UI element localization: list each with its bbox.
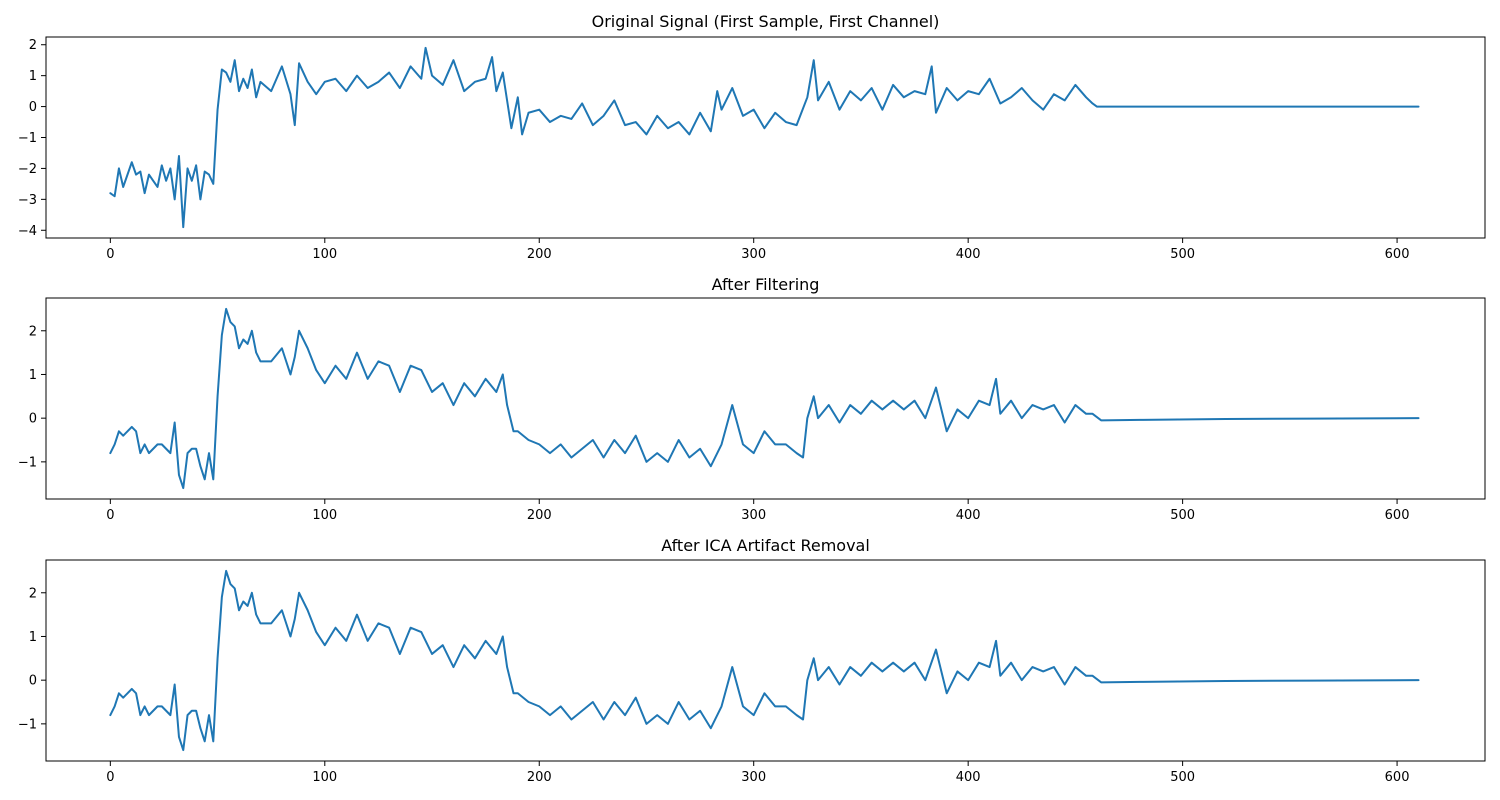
x-tick-label: 500 bbox=[1170, 508, 1195, 523]
x-tick-label: 200 bbox=[527, 247, 552, 262]
y-tick-label: −2 bbox=[18, 162, 37, 177]
x-tick-label: 100 bbox=[312, 508, 337, 523]
x-tick-label: 600 bbox=[1385, 770, 1410, 785]
x-tick-label: 0 bbox=[106, 508, 114, 523]
x-tick-label: 600 bbox=[1385, 247, 1410, 262]
x-tick-label: 500 bbox=[1170, 770, 1195, 785]
x-tick-label: 100 bbox=[312, 247, 337, 262]
x-tick-label: 600 bbox=[1385, 508, 1410, 523]
x-tick-label: 400 bbox=[956, 508, 981, 523]
x-tick-label: 200 bbox=[527, 508, 552, 523]
signal-line bbox=[109, 307, 1420, 490]
signal-line bbox=[109, 46, 1420, 229]
x-axis: 0 100 200 300 400 500 600 bbox=[106, 499, 1409, 523]
x-tick-label: 200 bbox=[527, 770, 552, 785]
x-tick-label: 0 bbox=[106, 770, 114, 785]
x-tick-label: 500 bbox=[1170, 247, 1195, 262]
x-axis: 0 100 200 300 400 500 600 bbox=[106, 238, 1409, 262]
x-tick-label: 300 bbox=[741, 770, 766, 785]
signal-line bbox=[109, 569, 1420, 752]
panel-after-filtering: After Filtering 0 100 200 300 400 500 600 −1 0 1… bbox=[18, 275, 1486, 523]
x-tick-label: 0 bbox=[106, 247, 114, 262]
x-tick-label: 300 bbox=[741, 508, 766, 523]
y-tick-label: −1 bbox=[18, 131, 37, 146]
panel-title: After Filtering bbox=[712, 275, 820, 294]
y-tick-label: −1 bbox=[18, 455, 37, 470]
y-tick-label: 1 bbox=[29, 69, 37, 84]
panel-title: Original Signal (First Sample, First Cha… bbox=[592, 12, 940, 31]
y-tick-label: 0 bbox=[29, 674, 37, 689]
y-tick-label: −1 bbox=[18, 717, 37, 732]
y-axis: −1 0 1 2 bbox=[18, 324, 46, 470]
panel-original-signal: Original Signal (First Sample, First Cha… bbox=[18, 12, 1486, 262]
x-tick-label: 400 bbox=[956, 770, 981, 785]
x-axis: 0 100 200 300 400 500 600 bbox=[106, 761, 1409, 785]
y-tick-label: 2 bbox=[29, 586, 37, 601]
axes-frame bbox=[45, 36, 1486, 239]
y-tick-label: 1 bbox=[29, 368, 37, 383]
y-tick-label: 0 bbox=[29, 412, 37, 427]
y-axis: −1 0 1 2 bbox=[18, 586, 46, 732]
axes-frame bbox=[45, 297, 1486, 500]
x-tick-label: 400 bbox=[956, 247, 981, 262]
y-tick-label: −3 bbox=[18, 193, 37, 208]
y-tick-label: −4 bbox=[18, 224, 37, 239]
x-tick-label: 100 bbox=[312, 770, 337, 785]
panel-title: After ICA Artifact Removal bbox=[661, 536, 870, 555]
y-tick-label: 0 bbox=[29, 100, 37, 115]
y-tick-label: 2 bbox=[29, 38, 37, 53]
panel-after-ica: After ICA Artifact Removal 0 100 200 300 400… bbox=[18, 536, 1486, 785]
axes-frame bbox=[45, 559, 1486, 762]
y-tick-label: 1 bbox=[29, 630, 37, 645]
y-axis: −4 −3 −2 −1 0 1 2 bbox=[18, 38, 46, 239]
y-tick-label: 2 bbox=[29, 324, 37, 339]
x-tick-label: 300 bbox=[741, 247, 766, 262]
